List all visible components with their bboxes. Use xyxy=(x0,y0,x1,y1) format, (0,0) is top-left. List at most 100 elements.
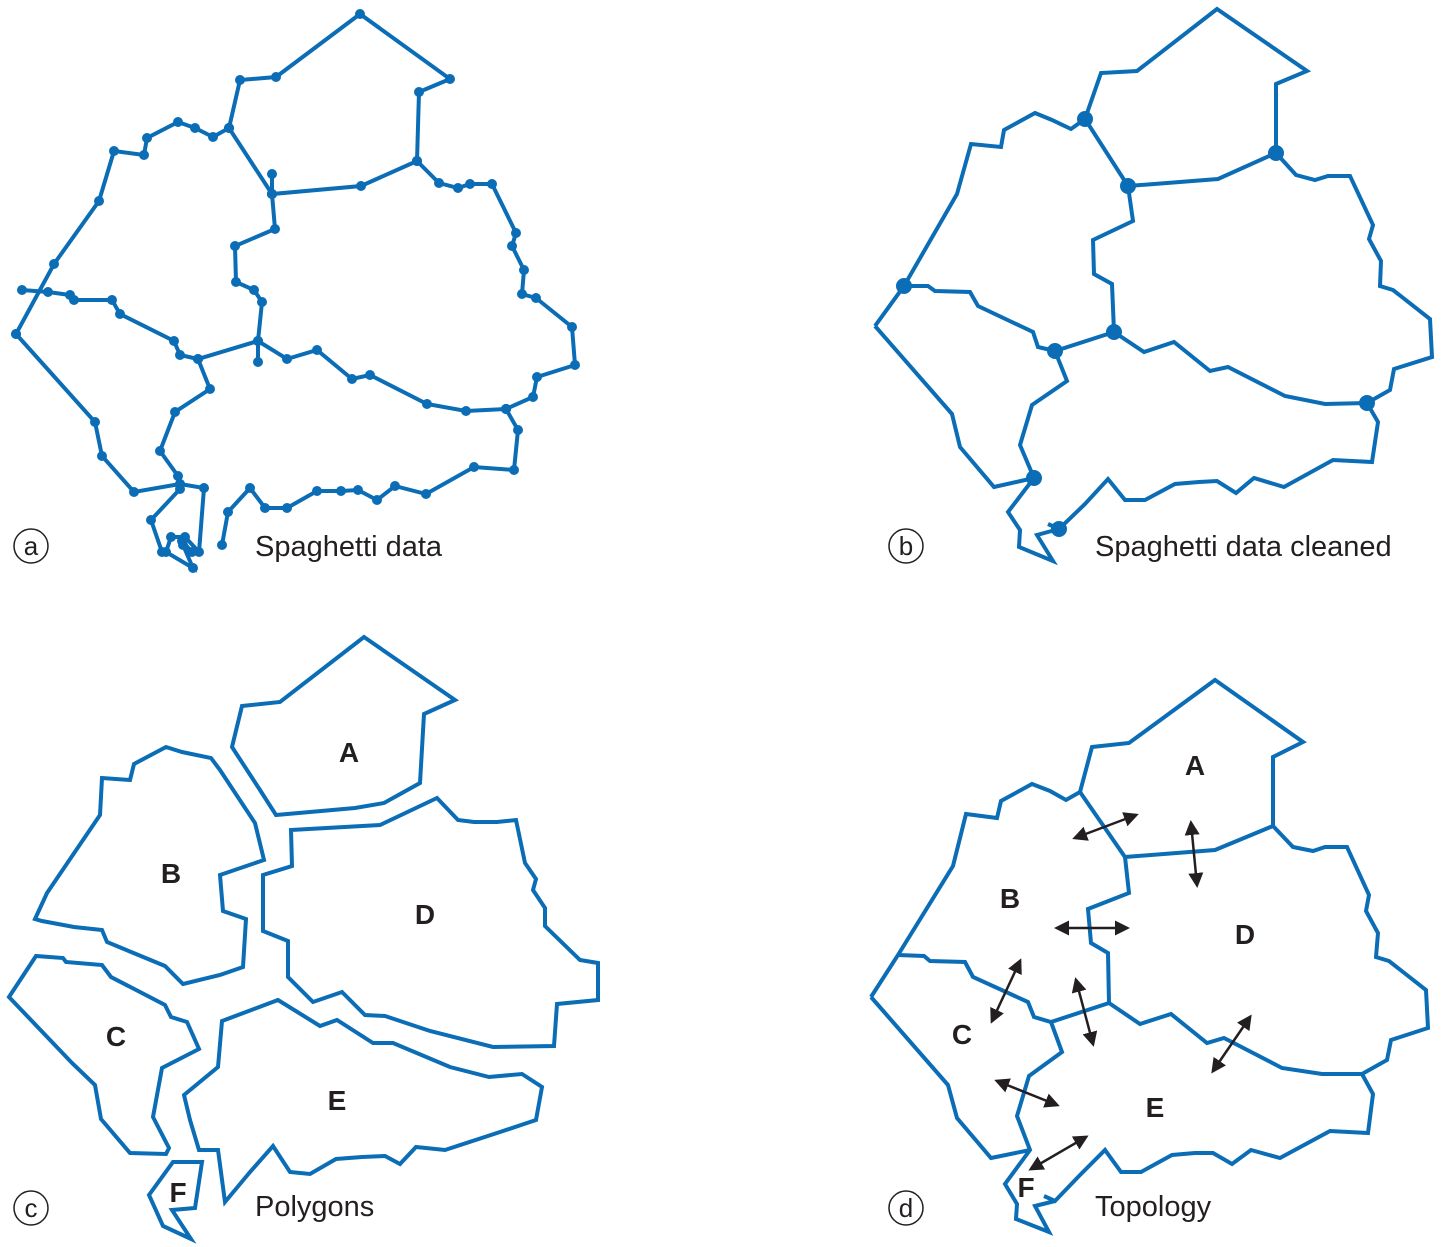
a-vertex-node xyxy=(519,265,529,275)
d-line-c-outer xyxy=(869,995,1031,1161)
a-vertex-node xyxy=(208,132,218,142)
polygon-label-c: C xyxy=(106,1021,126,1052)
a-vertex-node xyxy=(253,357,263,367)
a-vertex-node xyxy=(94,196,104,206)
d-line-bc xyxy=(897,953,1110,1025)
a-vertex-node xyxy=(511,228,521,238)
a-vertex-node xyxy=(270,224,280,234)
b-line-de xyxy=(1112,330,1368,407)
b-line-bd xyxy=(1090,185,1136,333)
polygon-label-b: B xyxy=(161,858,181,889)
a-vertex-node xyxy=(509,465,519,475)
a-vertex-node xyxy=(235,75,245,85)
a-vertex-node xyxy=(146,515,156,525)
b-junction-node xyxy=(1120,178,1136,194)
a-line-ad xyxy=(270,159,418,197)
topology-label-a: A xyxy=(1185,750,1205,781)
b-junction-node xyxy=(1359,395,1375,411)
panel-c-letter-circle xyxy=(13,1190,49,1226)
a-line-f xyxy=(163,482,207,573)
panel-d-letter: d xyxy=(899,1193,913,1223)
d-line-ce xyxy=(1002,1021,1065,1236)
a-vertex-node xyxy=(166,532,176,542)
a-vertex-node xyxy=(161,547,171,557)
a-vertex-node xyxy=(257,297,267,307)
a-vertex-node xyxy=(267,169,277,179)
a-vertex-node xyxy=(365,370,375,380)
polygon-b xyxy=(32,744,267,987)
panel-a-spaghetti: a Spaghetti data xyxy=(11,9,580,573)
a-vertex-node xyxy=(260,503,270,513)
a-vertex-node xyxy=(570,360,580,370)
a-vertex-node xyxy=(17,285,27,295)
a-line-b-left xyxy=(14,119,230,335)
a-vertex-node xyxy=(129,487,139,497)
a-vertex-node xyxy=(353,485,363,495)
b-line-d-outer xyxy=(1274,151,1435,405)
a-vertex-node xyxy=(142,133,152,143)
a-vertex-node xyxy=(139,150,149,160)
a-line-d-right xyxy=(415,159,578,411)
a-vertex-node xyxy=(356,181,366,191)
b-line-e-outer xyxy=(1047,401,1381,532)
a-line-de xyxy=(256,339,507,414)
b-junction-node xyxy=(1047,343,1063,359)
polygon-f xyxy=(146,1160,205,1244)
a-vertex-node xyxy=(245,483,255,493)
d-line-bd xyxy=(1085,856,1132,1004)
a-line-ce xyxy=(148,358,213,553)
polygon-label-f: F xyxy=(169,1177,186,1208)
a-vertex-node xyxy=(445,74,455,84)
a-line-e-bottom xyxy=(220,408,521,546)
a-vertex-node xyxy=(69,295,79,305)
a-vertex-node xyxy=(190,123,200,133)
a-vertex-node xyxy=(312,486,322,496)
a-vertex-node xyxy=(414,87,424,97)
a-vertex-node xyxy=(90,417,100,427)
b-line-a xyxy=(1083,6,1312,153)
d-line-b-outer xyxy=(869,781,1081,999)
a-vertex-node xyxy=(11,329,21,339)
a-vertex-node xyxy=(355,9,365,19)
b-junction-node xyxy=(896,278,912,294)
b-line-c-outer xyxy=(873,324,1035,490)
polygon-a xyxy=(229,634,460,818)
panel-b-cleaned: b Spaghetti data cleaned xyxy=(873,6,1435,566)
a-vertex-node xyxy=(109,146,119,156)
a-line-bd xyxy=(232,193,278,362)
a-node-group xyxy=(11,9,580,573)
a-vertex-node xyxy=(175,479,185,489)
a-vertex-node xyxy=(173,117,183,127)
d-line-d-outer xyxy=(1271,824,1431,1076)
panel-c-letter: c xyxy=(25,1193,38,1223)
a-vertex-node xyxy=(528,392,538,402)
polygon-d xyxy=(261,795,600,1050)
adjacency-arrow xyxy=(1211,1014,1252,1074)
a-vertex-node xyxy=(271,72,281,82)
adjacency-arrow xyxy=(1072,812,1139,841)
a-vertex-node xyxy=(487,179,497,189)
a-vertex-node xyxy=(205,384,215,394)
a-vertex-node xyxy=(223,507,233,517)
a-vertex-node xyxy=(282,354,292,364)
a-vertex-node xyxy=(465,179,475,189)
a-vertex-node xyxy=(461,406,471,416)
a-vertex-node xyxy=(177,536,187,546)
a-vertex-node xyxy=(231,277,241,287)
topology-label-d: D xyxy=(1235,919,1255,950)
a-vertex-node xyxy=(372,495,382,505)
b-junction-node xyxy=(1268,145,1284,161)
b-line-ad xyxy=(1083,117,1277,189)
a-vertex-node xyxy=(199,483,209,493)
a-vertex-node xyxy=(175,350,185,360)
a-vertex-node xyxy=(390,481,400,491)
polygon-label-d: D xyxy=(415,899,435,930)
b-junction-node xyxy=(1026,470,1042,486)
a-vertex-node xyxy=(422,399,432,409)
a-vertex-node xyxy=(188,563,198,573)
a-line-ab xyxy=(227,126,274,196)
a-vertex-node xyxy=(507,241,517,251)
panel-c-polygons: A B D C E F c Polygons xyxy=(6,634,600,1244)
a-vertex-node xyxy=(412,156,422,166)
a-vertex-node xyxy=(469,462,479,472)
